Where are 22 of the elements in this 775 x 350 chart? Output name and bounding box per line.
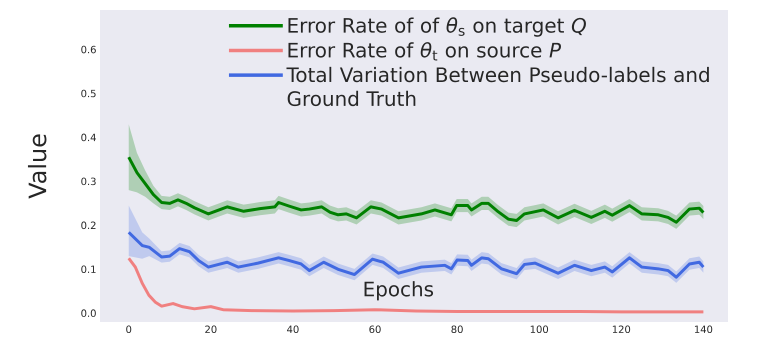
x-tick-label: 120 — [612, 326, 630, 334]
x-tick-label: 20 — [205, 326, 217, 334]
x-tick-label: 100 — [530, 326, 548, 334]
legend-label: Total Variation Between Pseudo-labels and Ground Truth — [286, 66, 709, 106]
y-tick-label: 0.6 — [81, 46, 96, 54]
x-tick-label: 80 — [451, 326, 463, 334]
x-tick-label: 0 — [126, 326, 132, 334]
x-tick-label: 40 — [287, 326, 299, 334]
y-tick-label: 0.5 — [81, 90, 96, 98]
y-tick-label: 0.3 — [81, 178, 96, 186]
line-series — [127, 230, 705, 279]
x-tick-label: 140 — [694, 326, 712, 334]
x-tick-label: 60 — [369, 326, 381, 334]
legend-label: Error Rate of of θ$_{s}$ on target Q — [288, 17, 586, 37]
y-tick-label: 0.0 — [81, 309, 96, 317]
x-axis-title: Epochs — [364, 281, 434, 300]
y-tick-label: 0.1 — [81, 265, 96, 274]
y-tick-label: 0.4 — [81, 134, 96, 142]
y-tick-label: 0.2 — [81, 222, 96, 230]
y-axis-title: Value — [28, 134, 46, 199]
line-series — [127, 156, 705, 224]
legend-label: Error Rate of θ$_{t}$ on source P — [288, 42, 561, 60]
